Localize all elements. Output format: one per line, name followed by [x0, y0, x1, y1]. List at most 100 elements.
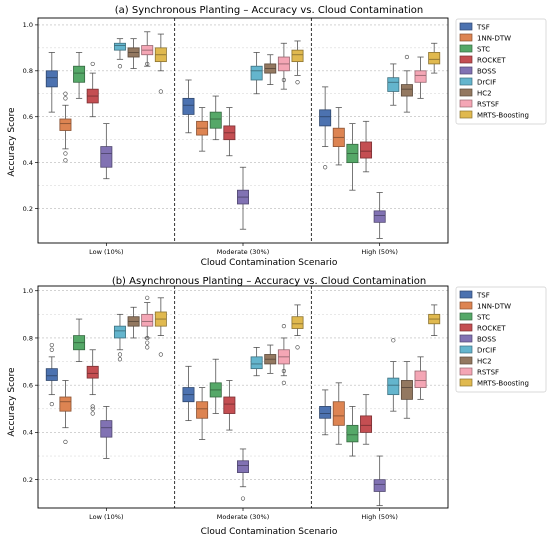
outlier-point — [158, 352, 163, 357]
x-tick-label: High (50%) — [361, 513, 398, 521]
outlier-point — [49, 401, 54, 407]
legend-label: TSF — [476, 291, 490, 299]
legend-frame — [455, 286, 547, 393]
legend-swatch — [459, 44, 473, 53]
box-rstsf — [141, 313, 154, 327]
x-axis-label: Cloud Contamination Scenario — [201, 527, 338, 537]
legend-label: MRTS-Boosting — [477, 379, 529, 387]
outlier-point — [145, 295, 150, 300]
legend-swatch — [459, 66, 473, 75]
outlier-point — [90, 61, 95, 67]
box-1nn-dtw — [332, 401, 345, 426]
legend-swatch — [459, 312, 473, 321]
outlier-point — [117, 357, 123, 362]
box-rocket — [86, 365, 99, 379]
box-hc2 — [400, 84, 413, 97]
legend-swatch — [459, 110, 473, 119]
box-tsf — [182, 97, 195, 115]
panel-a: (a) Synchronous Planting – Accuracy vs. … — [7, 5, 547, 268]
y-tick-label: 0.8 — [23, 334, 33, 342]
x-tick-label: Low (10%) — [89, 513, 123, 521]
chart-title: (b) Asynchronous Planting – Accuracy vs.… — [112, 276, 426, 287]
outlier-point — [281, 368, 286, 374]
y-tick-label: 0.8 — [23, 67, 33, 75]
legend-swatch — [459, 22, 473, 31]
box-mrts-boosting — [291, 316, 304, 329]
legend-swatch — [459, 323, 473, 332]
y-tick-label: 0.4 — [23, 159, 33, 167]
box-drcif — [250, 356, 263, 370]
legend-label: 1NN-DTW — [477, 34, 511, 42]
legend-label: BOSS — [477, 67, 497, 75]
legend-swatch — [459, 55, 473, 64]
legend-label: STC — [477, 45, 490, 53]
box-boss — [373, 210, 386, 223]
outlier-point — [391, 338, 396, 343]
outlier-point — [145, 335, 150, 341]
legend-swatch — [459, 367, 473, 376]
legend-label: HC2 — [477, 357, 492, 365]
legend-label: RSTSF — [477, 368, 499, 376]
box-tsf — [319, 406, 332, 419]
legend-label: 1NN-DTW — [477, 302, 511, 310]
outlier-point — [63, 158, 68, 163]
box-stc — [209, 111, 222, 129]
legend-swatch — [459, 334, 473, 343]
box-hc2 — [400, 380, 413, 400]
y-axis-label: Accuracy Score — [7, 107, 17, 177]
outlier-point — [281, 77, 286, 83]
outlier-point — [404, 54, 410, 60]
legend-label: RSTSF — [477, 100, 499, 108]
y-axis-label: Accuracy Score — [7, 367, 17, 437]
legend-label: HC2 — [477, 89, 492, 97]
legend-label: DrCIF — [477, 78, 496, 86]
legend-label: STC — [477, 313, 490, 321]
legend-label: TSF — [476, 23, 490, 31]
outlier-point — [281, 324, 286, 329]
box-1nn-dtw — [59, 396, 72, 412]
legend-swatch — [459, 33, 473, 42]
outlier-point — [49, 347, 54, 352]
outlier-point — [295, 80, 300, 85]
legend-frame — [455, 18, 547, 125]
legend-swatch — [459, 345, 473, 354]
x-tick-label: Low (10%) — [89, 248, 123, 256]
legend-swatch — [459, 88, 473, 97]
box-drcif — [387, 77, 400, 92]
outlier-point — [63, 151, 68, 156]
box-rstsf — [414, 370, 427, 388]
outlier-point — [49, 342, 54, 348]
box-mrts-boosting — [428, 52, 441, 65]
outlier-point — [158, 89, 163, 94]
box-rocket — [223, 396, 236, 414]
legend-label: MRTS-Boosting — [477, 111, 529, 119]
legend-swatch — [459, 378, 473, 387]
outlier-point — [90, 404, 95, 409]
panel-b: (b) Asynchronous Planting – Accuracy vs.… — [7, 276, 547, 537]
y-tick-label: 0.4 — [23, 429, 33, 437]
x-tick-label: High (50%) — [361, 248, 398, 256]
outlier-point — [117, 64, 123, 69]
outlier-point — [145, 61, 150, 67]
box-rocket — [360, 415, 373, 433]
box-1nn-dtw — [196, 401, 209, 419]
legend-swatch — [459, 301, 473, 310]
outlier-point — [63, 439, 68, 444]
y-tick-label: 0.2 — [23, 476, 33, 484]
box-stc — [73, 65, 86, 83]
y-tick-label: 0.6 — [23, 113, 33, 121]
outlier-point — [90, 411, 95, 416]
legend-swatch — [459, 99, 473, 108]
x-tick-label: Moderate (30%) — [217, 513, 270, 521]
legend-swatch — [459, 77, 473, 86]
outlier-point — [90, 406, 95, 411]
box-rstsf — [414, 70, 427, 83]
legend-label: DrCIF — [477, 346, 496, 354]
legend-label: ROCKET — [477, 324, 506, 332]
legend-label: ROCKET — [477, 56, 506, 64]
y-tick-label: 0.6 — [23, 381, 33, 389]
y-tick-label: 1.0 — [23, 287, 33, 295]
outlier-point — [295, 345, 300, 350]
box-boss — [373, 479, 386, 492]
